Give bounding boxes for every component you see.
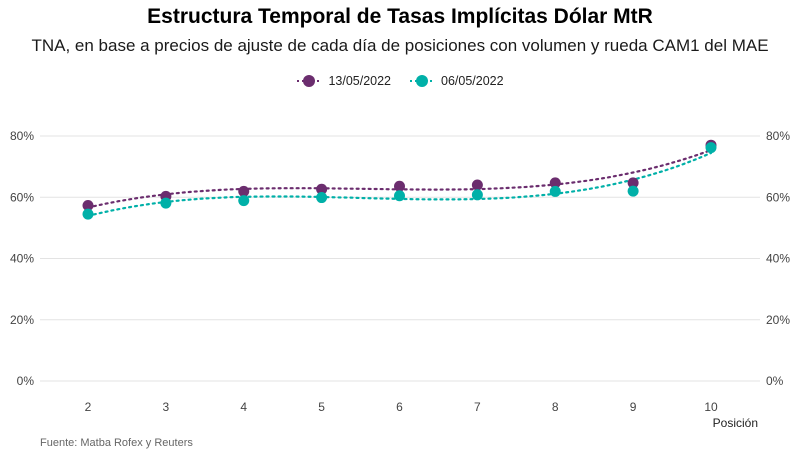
legend-item-series-1: 13/05/2022 [296, 74, 391, 88]
x-tick-label: 3 [163, 400, 170, 414]
data-point-series-2 [627, 185, 639, 197]
y-tick-label-right: 60% [766, 190, 790, 204]
y-tick-label-right: 20% [766, 313, 790, 327]
data-point-series-1 [316, 183, 328, 195]
data-point-series-1 [627, 177, 639, 189]
data-point-series-2 [160, 197, 172, 209]
data-point-series-2 [238, 195, 250, 207]
chart-title: Estructura Temporal de Tasas Implícitas … [147, 5, 653, 28]
data-point-series-1 [471, 179, 483, 191]
data-point-series-2 [471, 189, 483, 201]
data-point-series-1 [238, 185, 250, 197]
x-tick-label: 6 [396, 400, 403, 414]
y-tick-label-right: 0% [766, 374, 784, 388]
data-point-series-2 [705, 142, 717, 154]
y-tick-label-left: 0% [17, 374, 35, 388]
x-tick-label: 9 [630, 400, 637, 414]
chart-caption: Fuente: Matba Rofex y Reuters [40, 437, 193, 449]
data-point-series-2 [394, 190, 405, 202]
chart-subtitle: TNA, en base a precios de ajuste de cada… [31, 36, 769, 55]
data-point-series-1 [549, 177, 561, 189]
legend-label-series-2: 06/05/2022 [441, 74, 504, 88]
x-tick-label: 2 [85, 400, 92, 414]
x-axis-title: Posición [713, 416, 758, 430]
x-tick-label: 10 [704, 400, 718, 414]
x-tick-label: 8 [552, 400, 559, 414]
data-point-series-2 [82, 208, 94, 220]
x-tick-label: 7 [474, 400, 481, 414]
y-tick-label-left: 40% [10, 252, 34, 266]
legend-label-series-1: 13/05/2022 [328, 74, 391, 88]
legend: 13/05/2022 06/05/2022 [0, 74, 800, 88]
y-tick-label-left: 60% [10, 190, 34, 204]
data-point-series-2 [316, 192, 328, 204]
data-point-series-2 [549, 185, 561, 197]
legend-swatch-series-1 [297, 75, 322, 87]
data-point-series-1 [82, 200, 94, 212]
y-tick-label-left: 20% [10, 313, 34, 327]
legend-swatch-series-2 [410, 75, 434, 87]
y-tick-label-right: 40% [766, 252, 790, 266]
legend-item-series-2: 06/05/2022 [409, 74, 504, 88]
y-tick-label-left: 80% [10, 129, 34, 143]
data-point-series-1 [394, 180, 405, 192]
x-tick-label: 4 [240, 400, 247, 414]
x-tick-label: 5 [318, 400, 325, 414]
y-tick-label-right: 80% [766, 129, 790, 143]
